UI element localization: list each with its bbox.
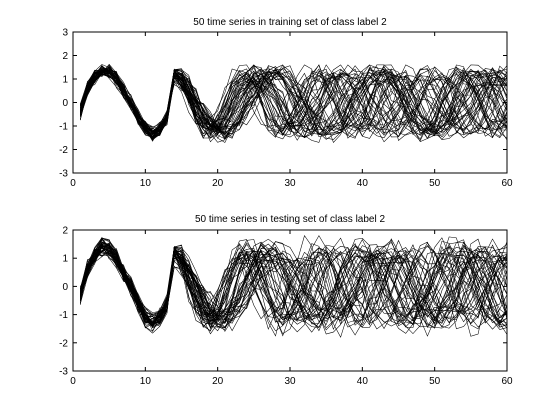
series-line-training-50 xyxy=(79,64,508,143)
series-line-training-43 xyxy=(79,69,508,140)
series-line-training-49 xyxy=(79,64,508,134)
series-line-testing-42 xyxy=(79,241,508,330)
x-tick-label-training-5: 50 xyxy=(429,178,441,189)
y-tick-label-testing-4: 1 xyxy=(62,254,68,265)
x-tick-label-testing-4: 40 xyxy=(357,376,369,387)
x-tick-label-training-2: 20 xyxy=(212,178,224,189)
y-tick-label-training-6: 3 xyxy=(62,28,68,39)
chart-title-training: 50 time series in training set of class … xyxy=(193,17,387,28)
series-line-training-32 xyxy=(79,64,508,143)
y-tick-label-testing-1: -2 xyxy=(59,338,68,349)
series-line-training-44 xyxy=(79,69,508,138)
y-tick-label-training-1: -2 xyxy=(59,145,68,156)
series-line-testing-7 xyxy=(79,241,508,332)
series-line-testing-40 xyxy=(79,237,508,335)
chart-title-testing: 50 time series in testing set of class l… xyxy=(195,214,386,225)
x-tick-label-training-0: 0 xyxy=(70,178,76,189)
y-tick-label-testing-3: 0 xyxy=(62,282,68,293)
x-tick-label-training-4: 40 xyxy=(357,178,369,189)
x-tick-label-testing-1: 10 xyxy=(140,376,152,387)
x-tick-label-testing-5: 50 xyxy=(429,376,441,387)
series-line-training-42 xyxy=(79,68,508,135)
series-line-testing-9 xyxy=(79,241,508,330)
ticks-testing: 0 10 20 30 40 50 60 -3 -2 -1 0 1 2 xyxy=(59,226,513,388)
y-tick-label-testing-5: 2 xyxy=(62,226,68,237)
y-tick-label-training-2: -1 xyxy=(59,122,68,133)
y-tick-label-training-4: 1 xyxy=(62,75,68,86)
x-tick-label-training-3: 30 xyxy=(284,178,296,189)
x-tick-label-testing-0: 0 xyxy=(70,376,76,387)
series-line-training-48 xyxy=(79,68,508,137)
y-tick-label-testing-0: -3 xyxy=(59,367,68,378)
series-line-testing-30 xyxy=(79,246,508,329)
series-line-training-46 xyxy=(79,64,508,140)
subplot-testing: 50 time series in testing set of class l… xyxy=(59,214,513,387)
x-tick-label-training-1: 10 xyxy=(140,178,152,189)
axes-training xyxy=(72,31,508,174)
series-line-training-30 xyxy=(79,65,508,134)
series-line-training-47 xyxy=(79,68,508,135)
y-tick-label-training-0: -3 xyxy=(59,169,68,180)
series-line-training-13 xyxy=(79,65,508,135)
y-tick-label-training-3: 0 xyxy=(62,98,68,109)
x-tick-label-testing-6: 60 xyxy=(501,376,513,387)
series-line-testing-27 xyxy=(79,250,508,323)
series-line-training-29 xyxy=(79,64,508,142)
series-line-testing-50 xyxy=(79,241,508,326)
series-line-testing-46 xyxy=(79,237,508,327)
series-line-testing-23 xyxy=(79,247,508,326)
y-tick-label-testing-2: -1 xyxy=(59,310,68,321)
series-line-testing-36 xyxy=(79,241,508,331)
x-tick-label-testing-2: 20 xyxy=(212,376,224,387)
series-group-training xyxy=(79,63,508,143)
x-tick-label-testing-3: 30 xyxy=(284,376,296,387)
series-line-testing-45 xyxy=(79,246,508,332)
series-line-training-35 xyxy=(79,63,508,134)
ticks-training: 0 10 20 30 40 50 60 -3 -2 -1 0 1 2 3 xyxy=(59,28,513,190)
series-group-testing xyxy=(79,235,508,338)
y-tick-label-training-5: 2 xyxy=(62,51,68,62)
subplot-training: 50 time series in training set of class … xyxy=(59,17,513,189)
series-line-testing-48 xyxy=(79,238,508,335)
x-tick-label-training-6: 60 xyxy=(501,178,513,189)
